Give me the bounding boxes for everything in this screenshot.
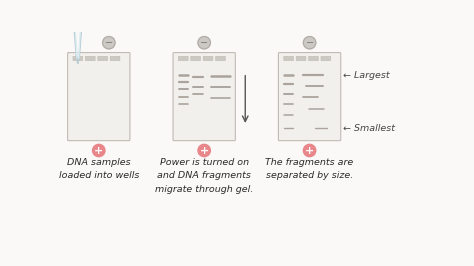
Text: −: − <box>105 38 113 48</box>
FancyBboxPatch shape <box>321 56 331 61</box>
FancyBboxPatch shape <box>173 53 235 141</box>
FancyBboxPatch shape <box>309 56 319 61</box>
Circle shape <box>198 144 210 157</box>
Text: ← Largest: ← Largest <box>343 70 390 80</box>
Text: Power is turned on
and DNA fragments
migrate through gel.: Power is turned on and DNA fragments mig… <box>155 158 253 194</box>
Text: +: + <box>305 146 314 156</box>
Circle shape <box>303 36 316 49</box>
Text: +: + <box>94 146 103 156</box>
FancyBboxPatch shape <box>98 56 108 61</box>
Text: −: − <box>306 38 314 48</box>
Circle shape <box>103 36 115 49</box>
Text: +: + <box>200 146 209 156</box>
FancyBboxPatch shape <box>85 56 95 61</box>
FancyBboxPatch shape <box>296 56 306 61</box>
Circle shape <box>303 144 316 157</box>
Text: ← Smallest: ← Smallest <box>343 124 395 133</box>
FancyBboxPatch shape <box>191 56 201 61</box>
Text: DNA samples
loaded into wells: DNA samples loaded into wells <box>59 158 139 180</box>
Text: The fragments are
separated by size.: The fragments are separated by size. <box>265 158 354 180</box>
Circle shape <box>92 144 105 157</box>
FancyBboxPatch shape <box>178 56 188 61</box>
FancyBboxPatch shape <box>73 56 83 61</box>
FancyBboxPatch shape <box>284 56 293 61</box>
FancyBboxPatch shape <box>68 53 130 141</box>
Circle shape <box>198 36 210 49</box>
FancyBboxPatch shape <box>278 53 341 141</box>
Text: −: − <box>200 38 208 48</box>
FancyBboxPatch shape <box>110 56 120 61</box>
FancyBboxPatch shape <box>216 56 225 61</box>
FancyBboxPatch shape <box>203 56 213 61</box>
